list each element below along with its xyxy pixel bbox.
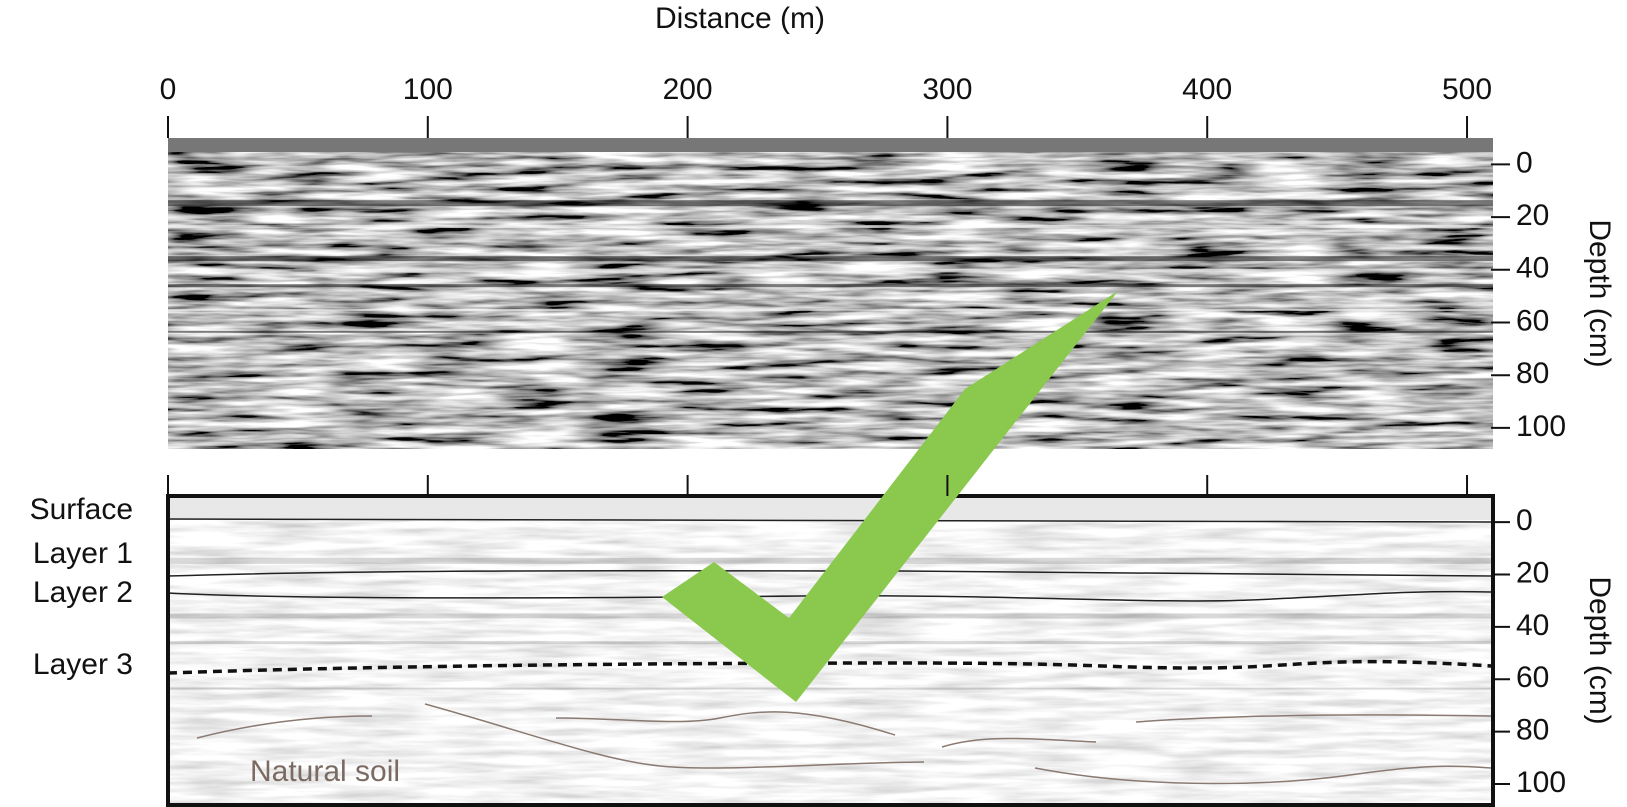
layer-label: Layer 1 [33,537,133,570]
radargram-panel [168,496,1493,805]
reflection-band [168,200,1493,207]
x-tick-label: 300 [922,73,972,106]
checkmark [662,291,1118,702]
y-tick-label: 20 [1516,556,1549,589]
y-tick-label: 20 [1516,199,1549,232]
reflection-band [168,268,1493,273]
layer3-boundary [168,659,1492,675]
x-tick-label: 400 [1182,73,1232,106]
radargram-top-strip [168,138,1493,152]
reflection-band [168,665,1493,668]
panel-frame [166,494,1495,807]
x-axis-label: Distance (m) [655,2,825,35]
reflection-band [168,284,1493,288]
radargram-panel [168,138,1493,449]
natural-soil-label: Natural soil [250,755,400,788]
y-tick-label: 60 [1516,304,1549,337]
y-tick-label: 0 [1516,504,1533,537]
y-tick-label: 80 [1516,714,1549,747]
layer-boundary [168,590,1492,602]
reflection-band [168,687,1493,690]
surface-air [168,496,1493,520]
soil-line [555,711,896,736]
y-tick-label: 80 [1516,357,1549,390]
x-tick-label: 500 [1442,73,1492,106]
reflection-band [168,309,1493,312]
x-tick-label: 0 [160,73,177,106]
y-axis-label: Depth (cm) [1583,576,1616,724]
x-tick-label: 200 [663,73,713,106]
y-tick-label: 100 [1516,410,1566,443]
layer-label: Layer 3 [33,648,133,681]
radargram-image [168,138,1493,449]
y-tick-label: 100 [1516,766,1566,799]
soil-line [196,715,373,739]
y-tick-label: 60 [1516,661,1549,694]
soil-line [1135,714,1492,723]
reflection-band [168,557,1493,564]
y-axis-label: Depth (cm) [1583,219,1616,367]
x-tick-label: 100 [403,73,453,106]
reflection-band [168,225,1493,229]
soil-line [1034,765,1492,785]
soil-line [424,703,925,769]
y-tick-label: 40 [1516,609,1549,642]
layer-label: Layer 2 [33,576,133,609]
reflection-band [168,330,1493,333]
layer-label: Surface [30,493,133,526]
y-tick-label: 40 [1516,252,1549,285]
soil-line [941,737,1097,748]
surface-line [168,518,1492,523]
reflection-band [168,256,1493,262]
y-tick-label: 0 [1516,146,1533,179]
